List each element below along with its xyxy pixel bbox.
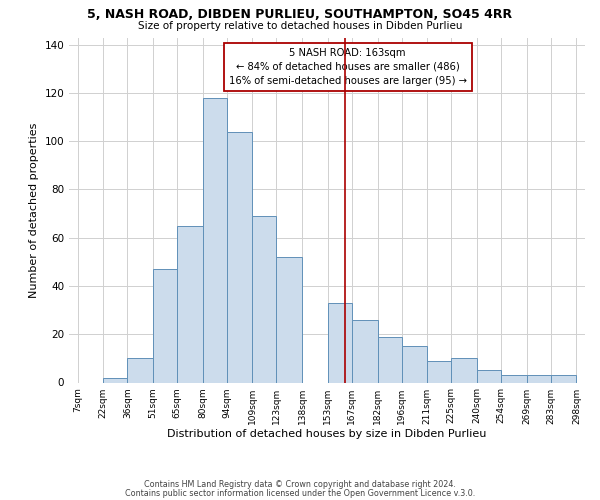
Text: Contains public sector information licensed under the Open Government Licence v.: Contains public sector information licen… xyxy=(125,488,475,498)
Bar xyxy=(253,216,277,382)
Bar xyxy=(401,346,427,382)
Bar xyxy=(427,361,451,382)
Y-axis label: Number of detached properties: Number of detached properties xyxy=(29,122,39,298)
Bar xyxy=(352,320,377,382)
Bar xyxy=(203,98,227,382)
Text: Contains HM Land Registry data © Crown copyright and database right 2024.: Contains HM Land Registry data © Crown c… xyxy=(144,480,456,489)
Bar xyxy=(328,303,352,382)
Bar xyxy=(277,257,302,382)
Bar xyxy=(451,358,477,382)
Bar xyxy=(127,358,153,382)
Bar xyxy=(103,378,127,382)
Bar xyxy=(477,370,501,382)
Bar xyxy=(227,132,253,382)
Text: 5 NASH ROAD: 163sqm
← 84% of detached houses are smaller (486)
16% of semi-detac: 5 NASH ROAD: 163sqm ← 84% of detached ho… xyxy=(229,48,467,86)
Bar xyxy=(377,336,401,382)
Bar xyxy=(177,226,203,382)
Bar xyxy=(527,376,551,382)
Bar xyxy=(153,269,177,382)
Bar xyxy=(551,376,577,382)
Text: Size of property relative to detached houses in Dibden Purlieu: Size of property relative to detached ho… xyxy=(138,21,462,31)
X-axis label: Distribution of detached houses by size in Dibden Purlieu: Distribution of detached houses by size … xyxy=(167,430,487,440)
Bar xyxy=(501,376,527,382)
Text: 5, NASH ROAD, DIBDEN PURLIEU, SOUTHAMPTON, SO45 4RR: 5, NASH ROAD, DIBDEN PURLIEU, SOUTHAMPTO… xyxy=(88,8,512,20)
